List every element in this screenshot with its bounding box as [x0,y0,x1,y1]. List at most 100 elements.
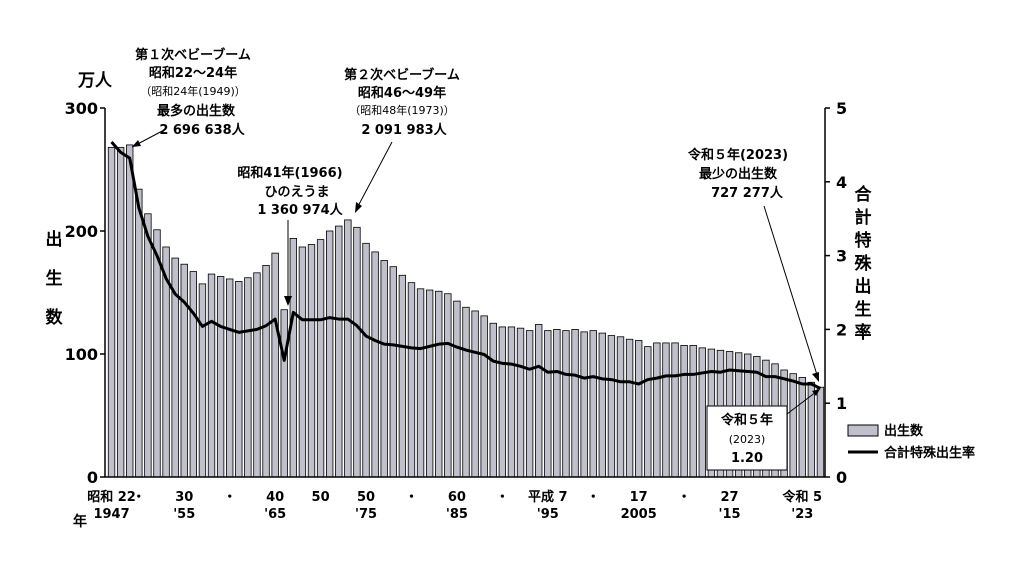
x-era-suffix: 年 [73,513,87,530]
birth-bar-1992 [516,327,525,478]
birth-bar-2000 [589,330,597,478]
left-axis-title: 出生数 [44,232,64,349]
birth-bar-1966 [280,309,288,478]
birth-bar-2009 [671,342,679,478]
tfr2023-line-1: 令和５年 [721,412,773,428]
min2023-line-3: 727 277人 [711,185,784,201]
birth-bar-1980 [407,282,416,478]
birth-bar-1998 [571,328,579,478]
x-tick-label-year: '65 [264,507,286,522]
right-tick-label: 1 [836,394,847,413]
annotation-boom2: 第２次ベビーブーム 昭和46〜49年 （昭和48年(1973)） 2 091 9… [344,67,460,138]
birth-bar-1989 [489,322,497,478]
boom2-line-3: （昭和48年(1973)） [349,103,455,117]
birth-bar-1960 [226,278,234,478]
x-tick-label: ・ [223,490,236,505]
right-tick-label: 4 [836,173,847,192]
annotation-min2023: 令和５年(2023) 最少の出生数 727 277人 [688,147,788,201]
birth-bar-1985 [453,300,461,478]
axis-title-char: 出 [854,277,872,297]
x-tick-label: ・ [678,490,691,505]
axis-title-char: 数 [45,308,63,328]
annotation-boom1: 第１次ベビーブーム 昭和22〜24年 （昭和24年(1949)） 最多の出生数 … [135,47,251,138]
axis-title-char: 生 [854,300,872,320]
birth-bar-1995 [544,330,552,478]
hinoe-line-3: 1 360 974人 [257,202,343,218]
birth-bar-1975 [362,242,370,478]
axis-title-char: 生 [45,269,63,289]
x-tick-label: ・ [587,490,600,505]
x-tick-label: 平成 7 [528,489,568,505]
x-tick-label: 昭和 22 [87,489,136,505]
birth-bar-1963 [253,272,261,478]
x-tick-label-year: '23 [791,507,813,522]
birth-bar-2010 [680,344,688,478]
birth-bar-1965 [271,252,279,478]
birth-bar-2001 [598,332,606,478]
left-tick-label: 100 [65,345,98,364]
hinoe-line-1: 昭和41年(1966) [237,165,342,181]
x-tick-label: ・ [496,490,509,505]
birth-bar-1968 [298,246,307,478]
birth-bar-2007 [653,342,661,478]
min2023-arrowhead [812,372,819,382]
boom1-line-2: 昭和22〜24年 [149,65,237,81]
legend-line-label: 合計特殊出生率 [884,445,975,461]
legend-bar-label: 出生数 [884,423,924,439]
x-tick-label-year: 2005 [621,507,657,522]
birth-bar-1978 [389,266,397,478]
birth-bar-2008 [662,342,670,478]
boom1-line-5: 2 696 638人 [159,122,245,138]
birth-bar-1947 [107,146,116,478]
birth-bar-2003 [616,336,625,478]
annotation-tfr2023: 令和５年 (2023) 1.20 [721,412,773,466]
birth-bar-1996 [553,328,561,478]
birth-bar-1949 [126,144,134,478]
birth-bar-1997 [562,330,570,478]
x-tick-label: 50 [357,490,375,505]
left-tick-label: 0 [87,468,98,487]
birth-bar-1994 [535,324,543,478]
birth-bar-2025 [816,386,825,478]
x-tick-label-year: '15 [719,507,741,522]
birth-bar-1972 [335,225,343,478]
x-tick-label: 17 [630,490,648,505]
boom1-line-4: 最多の出生数 [157,103,236,119]
right-tick-label: 3 [836,247,847,266]
x-tick-label-year: 1947 [93,507,129,522]
birth-bar-1959 [216,276,225,478]
x-tick-label: ・ [405,490,418,505]
birth-bar-1952 [153,229,161,478]
tfr2023-box [706,405,788,471]
birth-bar-1982 [425,289,434,478]
birth-bar-1955 [180,263,188,478]
tfr2023-arrowhead [812,389,820,396]
x-tick-label-year: '55 [173,507,195,522]
birth-bar-1983 [435,290,443,478]
birth-bar-1977 [380,260,388,478]
tfr2023-arrow [786,391,817,415]
birth-bar-2011 [689,344,697,478]
birth-bar-1981 [416,288,425,478]
x-tick-label-year: '85 [446,507,468,522]
tfr-series-line [110,140,822,390]
birth-bar-2012 [698,347,706,478]
birth-bar-1958 [207,273,216,478]
birth-bar-1986 [462,306,470,478]
tfr2023-line-3: 1.20 [731,451,763,466]
right-tick-label: 2 [836,320,847,339]
boom2-arrow [355,141,393,211]
birth-bar-2004 [625,338,634,478]
x-tick-label: 令和 5 [782,489,822,505]
right-tick-label: 5 [836,99,847,118]
x-tick-label: 27 [721,490,739,505]
birth-bar-2005 [635,340,643,478]
birth-bar-1962 [244,277,252,478]
birth-bar-2022 [789,373,797,478]
birth-bar-1973 [344,219,352,478]
birth-bar-1948 [116,146,125,478]
boom2-line-2: 昭和46〜49年 [358,85,446,101]
boom2-line-4: 2 091 983人 [361,122,447,138]
x-tick-label-year: '95 [537,507,559,522]
